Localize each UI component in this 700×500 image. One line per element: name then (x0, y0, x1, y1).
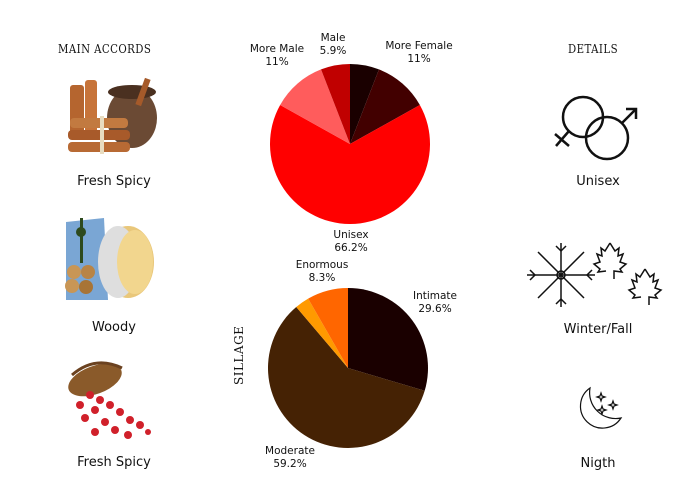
snowflake-leaves-icon (527, 242, 663, 307)
pie-slice-enormous (308, 288, 348, 368)
pie-slice-intimate (348, 288, 428, 391)
slice-label-more-female: More Female 11% (385, 40, 453, 65)
pie-slice-unlabeled-2 (296, 298, 348, 368)
pie-slice-male (321, 64, 350, 144)
pie-slice-unlabeled-0 (350, 64, 379, 144)
slice-label-moderate: Moderate 59.2% (265, 445, 315, 470)
wood-logs-image (65, 218, 154, 300)
pie-slice-more-female (350, 69, 420, 144)
season-detail-label: Winter/Fall (563, 322, 633, 337)
pie-slice-moderate (268, 307, 425, 449)
slice-label-more-male: More Male 11% (249, 43, 305, 68)
pie-slice-unisex (270, 105, 430, 224)
accord-label: Fresh Spicy (77, 174, 151, 189)
pink-pepper-image (68, 361, 151, 439)
gender-symbols-icon (554, 95, 638, 161)
sillage-title: SILLAGE (232, 325, 246, 385)
slice-label-enormous: Enormous 8.3% (295, 259, 349, 284)
details-heading: DETAILS (568, 42, 619, 56)
main-accords-heading: MAIN ACCORDS (58, 42, 152, 56)
time-detail-label: Nigth (580, 456, 616, 471)
slice-label-intimate: Intimate 29.6% (412, 290, 458, 315)
accord-label: Woody (92, 320, 136, 335)
slice-label-unisex: Unisex 66.2% (333, 229, 369, 254)
accord-label: Fresh Spicy (77, 455, 151, 470)
slice-label-male: Male 5.9% (319, 32, 347, 57)
gender-detail-label: Unisex (576, 174, 620, 189)
cinnamon-image (68, 77, 157, 154)
moon-stars-icon (579, 386, 623, 429)
pie-slice-more-male (280, 69, 350, 144)
